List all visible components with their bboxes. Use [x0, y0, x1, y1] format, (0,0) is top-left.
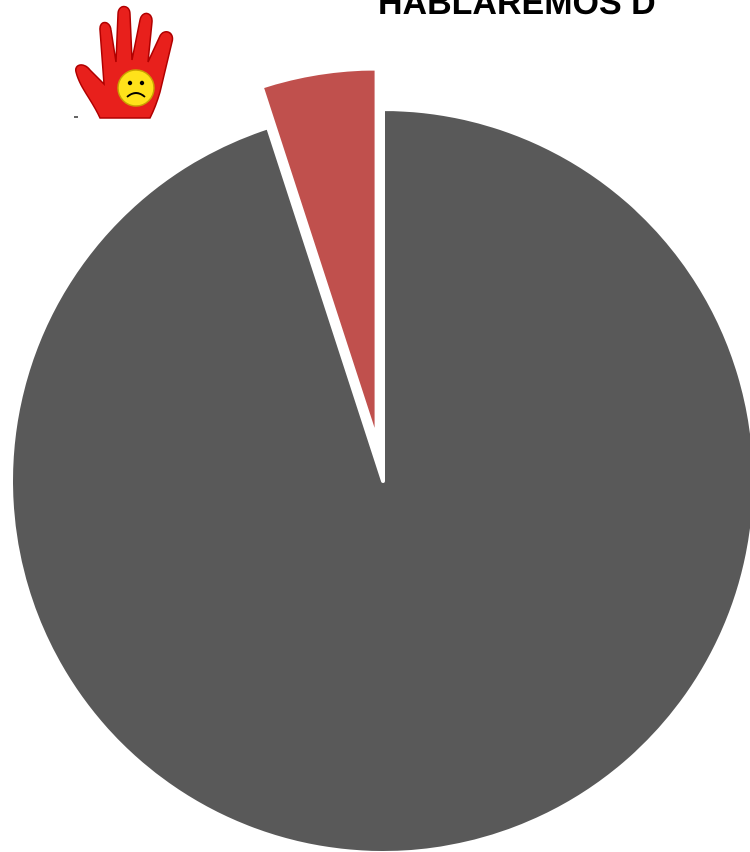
pie: [9, 66, 750, 852]
chart-title: HABLAREMOS D: [378, 0, 656, 22]
pie-slice: [259, 66, 379, 443]
hand-icon: [74, 5, 174, 119]
pie-slice: [9, 107, 750, 852]
